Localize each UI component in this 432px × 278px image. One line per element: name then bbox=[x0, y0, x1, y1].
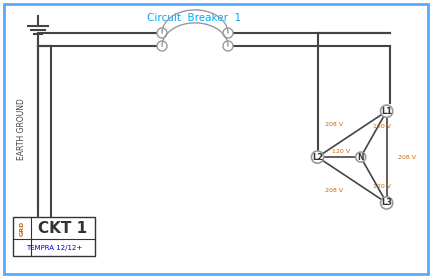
Circle shape bbox=[157, 41, 167, 51]
Circle shape bbox=[223, 28, 233, 38]
Text: 120 V: 120 V bbox=[332, 148, 350, 153]
Circle shape bbox=[381, 105, 393, 117]
Text: N: N bbox=[357, 153, 364, 162]
Circle shape bbox=[381, 197, 393, 209]
Bar bbox=[13, 217, 95, 256]
Text: 120 V: 120 V bbox=[373, 183, 391, 188]
Text: L1: L1 bbox=[381, 107, 392, 116]
Text: 120 V: 120 V bbox=[373, 124, 391, 129]
Text: TEMPRA 12/12+: TEMPRA 12/12+ bbox=[26, 245, 82, 251]
Text: Circuit  Breaker  1: Circuit Breaker 1 bbox=[147, 13, 241, 23]
Text: 208 V: 208 V bbox=[325, 187, 343, 192]
Circle shape bbox=[223, 41, 233, 51]
Text: L2: L2 bbox=[312, 153, 323, 162]
Circle shape bbox=[356, 152, 366, 162]
Text: 208 V: 208 V bbox=[397, 155, 416, 160]
Circle shape bbox=[311, 151, 324, 163]
Text: L3: L3 bbox=[381, 198, 392, 207]
Text: EARTH GROUND: EARTH GROUND bbox=[18, 98, 26, 160]
Text: 208 V: 208 V bbox=[325, 122, 343, 127]
Circle shape bbox=[157, 28, 167, 38]
Text: GRD: GRD bbox=[19, 220, 25, 236]
Text: CKT 1: CKT 1 bbox=[38, 221, 87, 236]
